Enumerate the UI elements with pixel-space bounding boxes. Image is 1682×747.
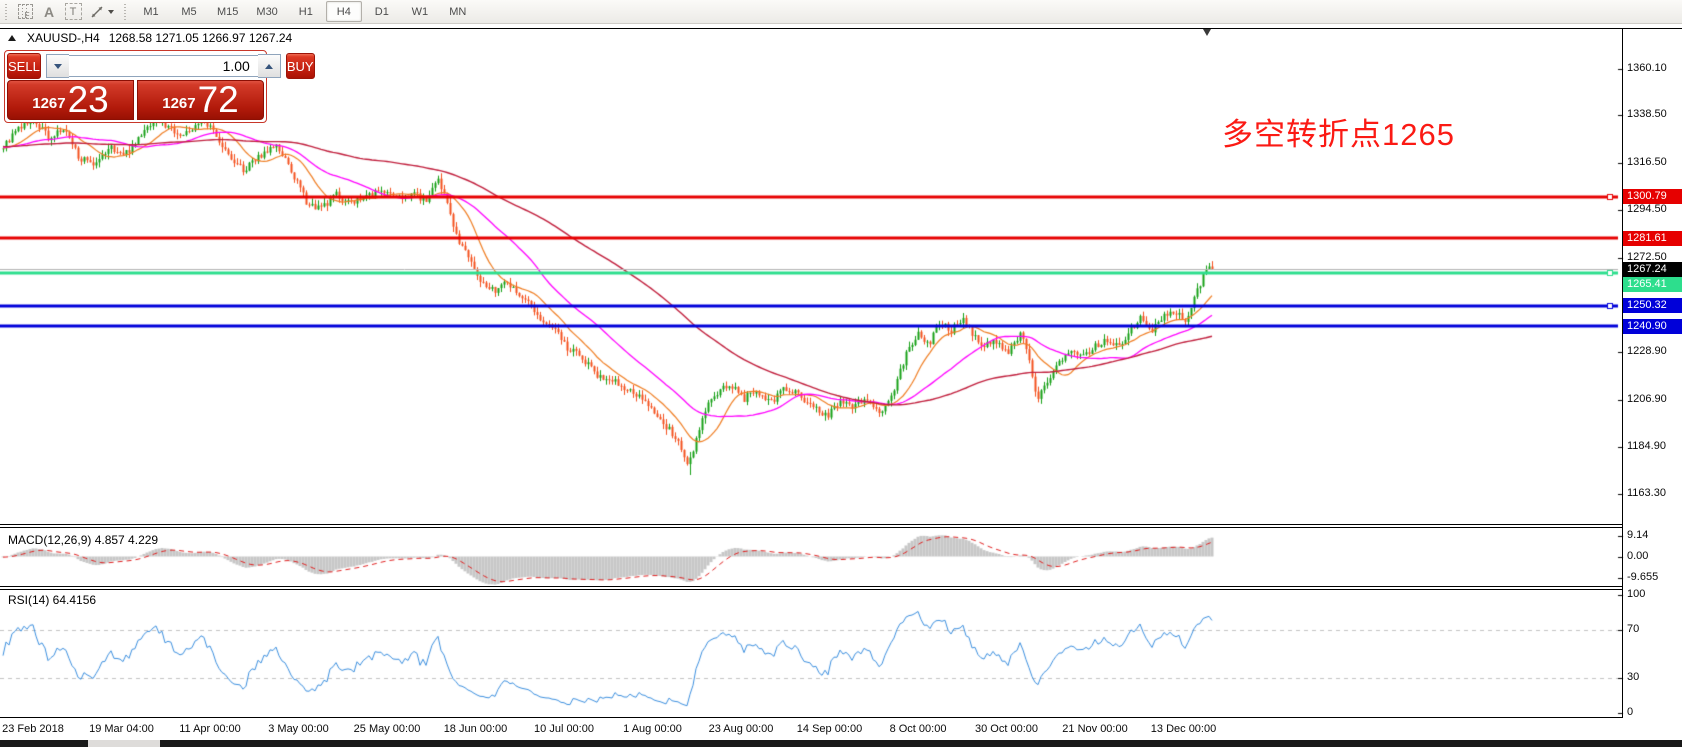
macd-pane-top-border[interactable] <box>0 527 1623 528</box>
price-axis-tick: 1184.90 <box>1627 440 1666 453</box>
date-axis-tick: 13 Dec 00:00 <box>1150 723 1217 735</box>
price-level-badge: 1281.61 <box>1623 230 1682 246</box>
chart-annotation-text: 多空转折点1265 <box>1222 117 1455 152</box>
sell-price-big: 23 <box>67 79 109 120</box>
sell-button[interactable]: SELL <box>7 53 41 79</box>
price-axis-tick: 1272.50 <box>1627 251 1667 263</box>
price-level-badge: 1250.32 <box>1623 298 1682 314</box>
main-pane-bottom-border <box>0 524 1623 525</box>
macd-axis-tick: 0.00 <box>1627 549 1649 562</box>
date-axis-tick: 30 Oct 00:00 <box>975 723 1038 735</box>
date-axis-tick: 1 Aug 00:00 <box>623 723 682 735</box>
date-axis-tick: 23 Feb 2018 <box>2 723 64 735</box>
rsi-axis-tick: 100 <box>1627 588 1646 600</box>
date-axis-tick: 14 Sep 00:00 <box>796 723 863 735</box>
trade-panel-price-row: 1267 23 1267 72 <box>7 80 264 120</box>
price-axis-tick: 1294.50 <box>1627 203 1667 216</box>
date-axis-tick: 8 Oct 00:00 <box>889 723 947 735</box>
price-axis-tick: 1206.90 <box>1627 392 1667 405</box>
date-axis-tick: 23 Aug 00:00 <box>708 723 774 735</box>
rsi-pane-bottom-border <box>0 717 1623 718</box>
date-axis-tick: 21 Nov 00:00 <box>1062 723 1128 735</box>
buy-button[interactable]: BUY <box>285 53 315 79</box>
date-axis-tick: 11 Apr 00:00 <box>179 723 241 735</box>
buy-price-big: 72 <box>197 79 239 120</box>
sell-price-small: 1267 <box>32 95 66 112</box>
rsi-axis-tick: 30 <box>1627 670 1640 683</box>
rsi-axis-tick: 0 <box>1627 706 1634 718</box>
volume-increase-button[interactable] <box>257 54 281 78</box>
bottom-tab-strip[interactable] <box>0 740 1682 747</box>
chart-shift-marker[interactable] <box>1203 29 1211 36</box>
price-level-badge: 1300.79 <box>1623 189 1682 205</box>
rsi-label: RSI(14) 64.4156 <box>8 593 97 607</box>
macd-label: MACD(12,26,9) 4.857 4.229 <box>8 533 159 547</box>
sell-price-button[interactable]: 1267 23 <box>7 80 134 120</box>
volume-decrease-button[interactable] <box>45 54 69 78</box>
volume-input[interactable] <box>68 55 258 77</box>
volume-group <box>45 54 281 78</box>
triangle-down-icon <box>53 63 62 69</box>
ohlc-values: 1268.58 1271.05 1266.97 1267.24 <box>108 31 293 45</box>
price-level-badge: 1267.24 <box>1623 261 1682 277</box>
price-axis-tick: 1338.50 <box>1627 108 1667 121</box>
date-axis-tick: 10 Jul 00:00 <box>534 723 594 735</box>
date-axis-tick: 18 Jun 00:00 <box>443 723 508 735</box>
bottom-tab-highlight[interactable] <box>88 740 160 747</box>
macd-axis-tick: 9.14 <box>1627 528 1649 541</box>
triangle-up-icon <box>264 63 273 69</box>
price-level-badge: 1265.41 <box>1623 276 1682 292</box>
chart-top-border <box>0 28 1682 29</box>
date-axis-tick: 25 May 00:00 <box>353 723 421 735</box>
price-axis-line[interactable] <box>1622 28 1623 718</box>
buy-price-small: 1267 <box>162 95 196 112</box>
date-axis-tick: 3 May 00:00 <box>268 723 329 735</box>
date-axis-tick: 19 Mar 04:00 <box>89 723 154 735</box>
price-axis-tick: 1316.50 <box>1627 155 1667 168</box>
one-click-trading-panel: SELL BUY 1267 23 1267 72 <box>4 50 315 123</box>
macd-axis-tick: -9.655 <box>1627 571 1659 584</box>
trade-panel-top-row: SELL BUY <box>7 53 315 79</box>
price-axis-tick: 1228.90 <box>1627 345 1667 358</box>
rsi-axis-tick: 70 <box>1627 623 1640 636</box>
symbol-label: XAUUSD-,H4 <box>27 31 100 45</box>
buy-price-button[interactable]: 1267 72 <box>137 80 264 120</box>
symbol-row: XAUUSD-,H4 1268.58 1271.05 1266.97 1267.… <box>8 31 292 45</box>
price-axis-tick: 1163.30 <box>1627 486 1666 499</box>
price-axis-tick: 1360.10 <box>1627 61 1667 74</box>
collapse-arrow-icon[interactable] <box>8 35 16 41</box>
rsi-pane-top-border[interactable] <box>0 589 1623 590</box>
price-level-badge: 1240.90 <box>1623 318 1682 334</box>
macd-pane-bottom-border <box>0 586 1623 587</box>
